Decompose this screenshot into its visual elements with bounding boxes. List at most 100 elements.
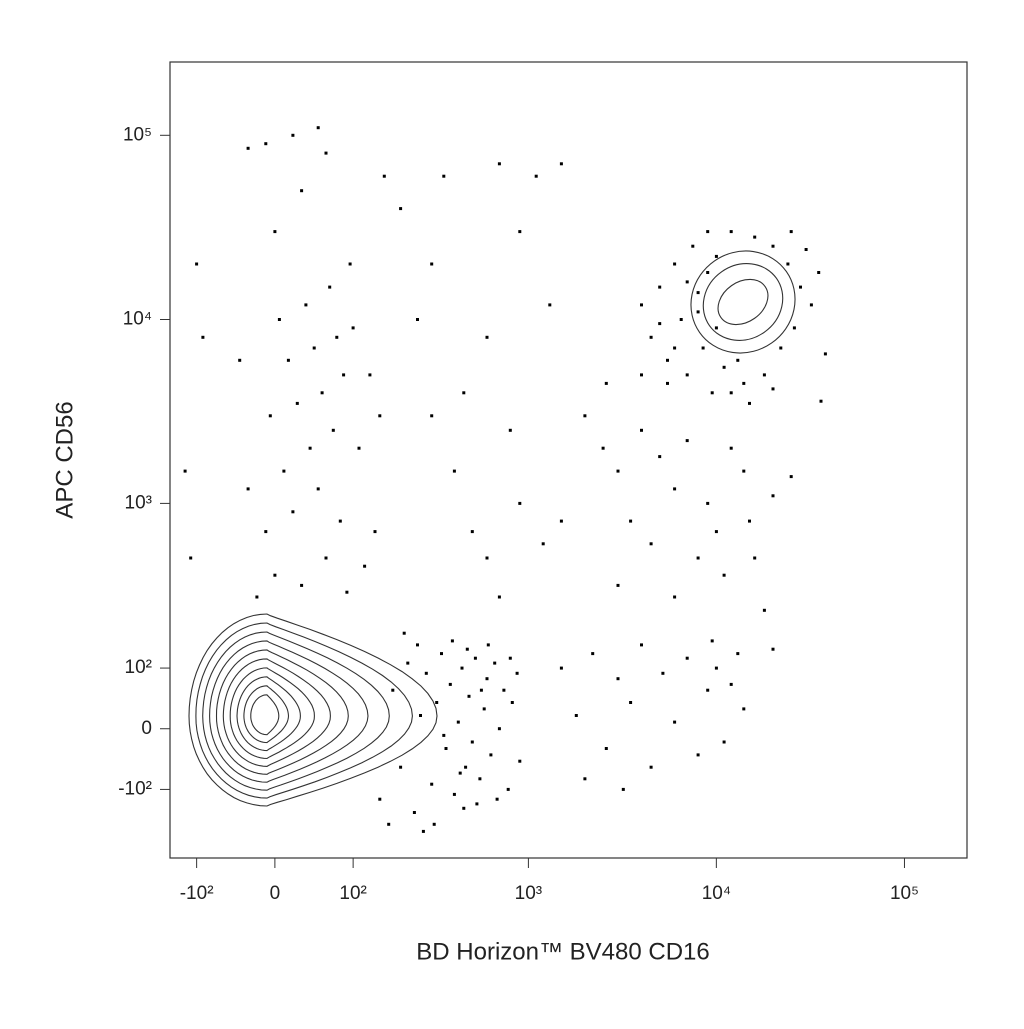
event-dot <box>479 688 483 692</box>
event-dot <box>430 414 434 418</box>
event-dot <box>601 446 605 450</box>
event-dot <box>264 530 268 534</box>
event-dot <box>518 501 522 505</box>
event-dot <box>696 556 700 560</box>
event-dot <box>452 469 456 473</box>
x-tick-label: 0 <box>270 883 281 904</box>
event-dot <box>629 701 633 704</box>
contour-line <box>236 676 301 752</box>
event-dot <box>485 677 489 681</box>
event-dot <box>308 446 312 450</box>
event-dot <box>324 556 328 560</box>
contour-line <box>222 658 331 767</box>
event-dot <box>742 469 746 473</box>
event-dot <box>515 671 519 675</box>
event-dot <box>661 671 665 675</box>
event-dot <box>464 765 468 769</box>
contour-line <box>209 640 369 783</box>
x-tick-label: 10⁴ <box>702 883 731 904</box>
event-dot <box>465 647 469 651</box>
event-dot <box>399 207 403 211</box>
event-dot <box>442 733 446 737</box>
event-dot <box>518 230 522 234</box>
event-dot <box>460 666 464 670</box>
event-dot <box>685 280 689 284</box>
event-dot <box>548 303 552 307</box>
event-dot <box>255 595 259 599</box>
event-dot <box>748 401 751 405</box>
event-dot <box>706 688 710 692</box>
event-dot <box>799 285 802 289</box>
event-dot <box>701 346 705 350</box>
event-dot <box>673 346 677 350</box>
event-dot <box>456 720 460 724</box>
event-dot <box>495 797 499 801</box>
event-dot <box>640 428 643 432</box>
event-dot <box>616 469 620 473</box>
event-dot <box>508 428 512 432</box>
event-dot <box>201 335 205 339</box>
event-dot <box>452 792 456 796</box>
event-dot <box>679 318 683 321</box>
contour-line <box>702 263 784 341</box>
event-dot <box>282 469 286 473</box>
event-dot <box>736 652 740 656</box>
contour-line <box>243 685 290 744</box>
event-dot <box>696 291 700 295</box>
contour-line <box>215 649 349 775</box>
event-dot <box>673 595 677 599</box>
contour-line <box>195 622 413 799</box>
event-dot <box>489 753 493 757</box>
y-tick-label: -10² <box>118 778 152 799</box>
event-dot <box>470 530 474 534</box>
event-dot <box>470 740 474 744</box>
y-tick-label: 10² <box>125 657 152 678</box>
event-dot <box>264 142 268 146</box>
event-dot <box>273 230 277 234</box>
event-dot <box>406 661 410 665</box>
event-dot <box>416 318 419 321</box>
event-dot <box>771 387 775 391</box>
event-dot <box>629 519 633 523</box>
event-dot <box>338 519 342 523</box>
event-dot <box>649 765 653 769</box>
event-dot <box>779 346 783 350</box>
event-dot <box>649 335 653 339</box>
event-dot <box>714 326 718 330</box>
event-dot <box>621 787 625 791</box>
event-dot <box>748 519 751 523</box>
x-tick-label: -10² <box>180 883 214 904</box>
event-dot <box>640 643 643 647</box>
event-dot <box>534 174 538 178</box>
event-dot <box>378 797 382 801</box>
event-dot <box>391 688 395 692</box>
y-tick-label: 10⁵ <box>123 124 152 145</box>
event-dot <box>762 608 766 612</box>
event-dot <box>189 556 193 560</box>
event-dot <box>762 373 766 377</box>
event-dot <box>183 469 187 473</box>
event-dot <box>478 777 482 781</box>
event-dot <box>345 590 349 594</box>
event-dot <box>328 285 332 289</box>
event-dot <box>363 564 367 568</box>
event-dot <box>399 765 403 769</box>
event-dot <box>444 747 448 750</box>
event-dot <box>559 519 563 523</box>
event-dot <box>335 335 339 339</box>
contour-line <box>717 278 769 326</box>
event-dot <box>789 475 793 479</box>
event-dot <box>497 162 501 166</box>
event-dot <box>331 428 335 432</box>
event-dot <box>541 542 545 546</box>
event-dot <box>402 631 406 635</box>
event-dot <box>286 358 290 362</box>
event-dot <box>424 671 428 675</box>
event-dot <box>823 352 827 356</box>
event-dot <box>291 510 295 514</box>
event-dot <box>246 487 250 491</box>
event-dot <box>673 262 677 266</box>
event-dot <box>430 782 434 786</box>
event-dot <box>696 310 700 314</box>
event-dot <box>591 652 595 656</box>
